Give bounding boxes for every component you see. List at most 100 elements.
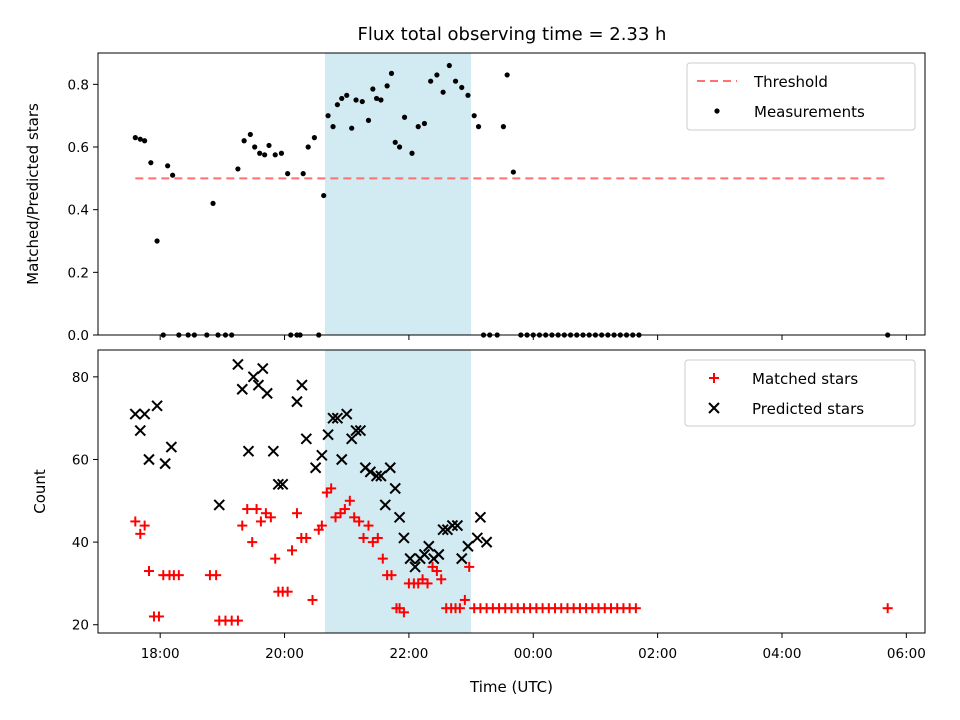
predicted-star-point-b [354, 424, 367, 437]
predicted-star-point [423, 540, 435, 552]
figure-title: Flux total observing time = 2.33 h [358, 24, 667, 45]
predicted-star-point-b [134, 424, 146, 437]
measurement-point [365, 117, 372, 123]
predicted-star-point [300, 433, 313, 445]
measurement-point [241, 138, 247, 144]
predicted-star-point-b [375, 470, 387, 482]
measurement-point [170, 172, 176, 178]
measurement-point [305, 144, 311, 150]
predicted-star-point [232, 358, 244, 371]
measurement-point [459, 84, 465, 91]
predicted-star-point [350, 424, 362, 437]
bottom-x-tick-label: 00:00 [514, 646, 553, 662]
matched-star-point [422, 578, 433, 589]
predicted-star-point [341, 408, 353, 420]
matched-star-point [630, 603, 641, 614]
top-y-tick-label: 0.4 [68, 203, 89, 219]
top-legend-box [686, 62, 916, 131]
legend-matched-marker [709, 373, 719, 383]
predicted-star-point [331, 412, 344, 424]
top-y-tick-label: 0.2 [68, 265, 89, 281]
matched-star-point [291, 508, 302, 519]
bottom-x-tick-label: 22:00 [389, 646, 428, 662]
predicted-star-point [327, 412, 339, 424]
predicted-star-point-b [247, 371, 260, 383]
predicted-star-point [336, 453, 348, 466]
predicted-star-point-b [409, 561, 421, 573]
top-y-tick-label: 0.0 [68, 328, 89, 344]
top-y-tick-label: 0.8 [68, 77, 89, 93]
predicted-star-point [384, 462, 396, 474]
matched-star-point [398, 607, 409, 618]
legend-threshold-label: Threshold [753, 73, 828, 91]
matched-star-point [255, 516, 266, 527]
predicted-star-point-b [341, 408, 353, 420]
measurement-point [344, 92, 350, 98]
predicted-star-point-b [379, 499, 391, 511]
predicted-star-point-b [242, 445, 255, 457]
bottom-axes-frame [97, 349, 926, 634]
x-axis-label: Time (UTC) [469, 678, 553, 696]
measurement-point [452, 78, 459, 84]
top-y-ticks: 0.0 0.2 0.4 0.6 0.8 [68, 77, 98, 344]
measurement-point [384, 83, 390, 89]
predicted-star-point-b [437, 524, 449, 536]
predicted-star-point [433, 548, 445, 561]
matched-star-point [454, 603, 465, 614]
bottom-y-tick-label: 20 [72, 618, 89, 634]
top-y-tick-label: 0.6 [68, 140, 89, 156]
measurement-point [428, 78, 434, 84]
matched-star-point [459, 594, 470, 605]
top-subplot: 0.00.20.40.60.8 Matched/Predicted stars … [24, 52, 926, 344]
predicted-star-point-b [300, 433, 313, 445]
bottom-legend-box [684, 359, 916, 427]
predicted-star-point-b [451, 519, 464, 532]
measurement-point [272, 152, 278, 158]
bottom-x-tick-label: 02:00 [638, 646, 677, 662]
predicted-star-point-b [370, 470, 383, 482]
measurement-point [415, 124, 421, 130]
predicted-star-point [474, 511, 487, 524]
bottom-x-ticks: 18:00 20:00 22:00 00:00 02:00 04:00 06:00 [141, 633, 926, 662]
predicted-star-point [446, 519, 459, 532]
matched-star-point [282, 586, 293, 597]
measurement-point [434, 72, 440, 78]
measurement-point [252, 144, 258, 150]
predicted-star-point-b [389, 482, 401, 495]
legend-predicted-marker-b [708, 402, 720, 414]
bottom-y-tick-label: 60 [72, 452, 89, 468]
measurement-point [409, 150, 415, 156]
measurement-point [257, 150, 263, 156]
predicted-star-point-b [316, 449, 328, 462]
predicted-star-point-b [276, 478, 289, 490]
predicted-star-point-b [252, 379, 265, 391]
matched-star-point [436, 574, 447, 585]
matched-star-point [135, 528, 146, 539]
measurement-point [510, 169, 516, 175]
predicted-star-point [316, 449, 328, 462]
measurement-point [142, 138, 148, 144]
predicted-star-point [159, 457, 171, 470]
predicted-star-point-b [296, 379, 308, 391]
predicted-star-point [409, 561, 421, 573]
measurement-point [300, 171, 306, 177]
bottom-x-tick-label: 04:00 [763, 646, 802, 662]
predicted-star-point-b [327, 412, 339, 424]
predicted-star-point [213, 499, 225, 511]
matched-star-point [270, 553, 281, 564]
predicted-star-point-b [267, 445, 280, 457]
predicted-star-point-b [309, 462, 322, 474]
measurement-point [137, 136, 143, 142]
predicted-star-point-b [456, 552, 468, 565]
measurement-point [247, 131, 253, 138]
top-y-axis-label: Matched/Predicted stars [24, 103, 42, 285]
matched-star-point [143, 566, 154, 577]
predicted-star-point-b [151, 400, 163, 412]
predicted-star-point [257, 362, 269, 375]
predicted-star-point [471, 532, 484, 544]
predicted-star-point [309, 462, 322, 474]
measurement-point [378, 97, 384, 103]
matched-star-point [237, 520, 248, 531]
measurement-point [165, 163, 171, 169]
predicted-star-point [345, 433, 358, 445]
